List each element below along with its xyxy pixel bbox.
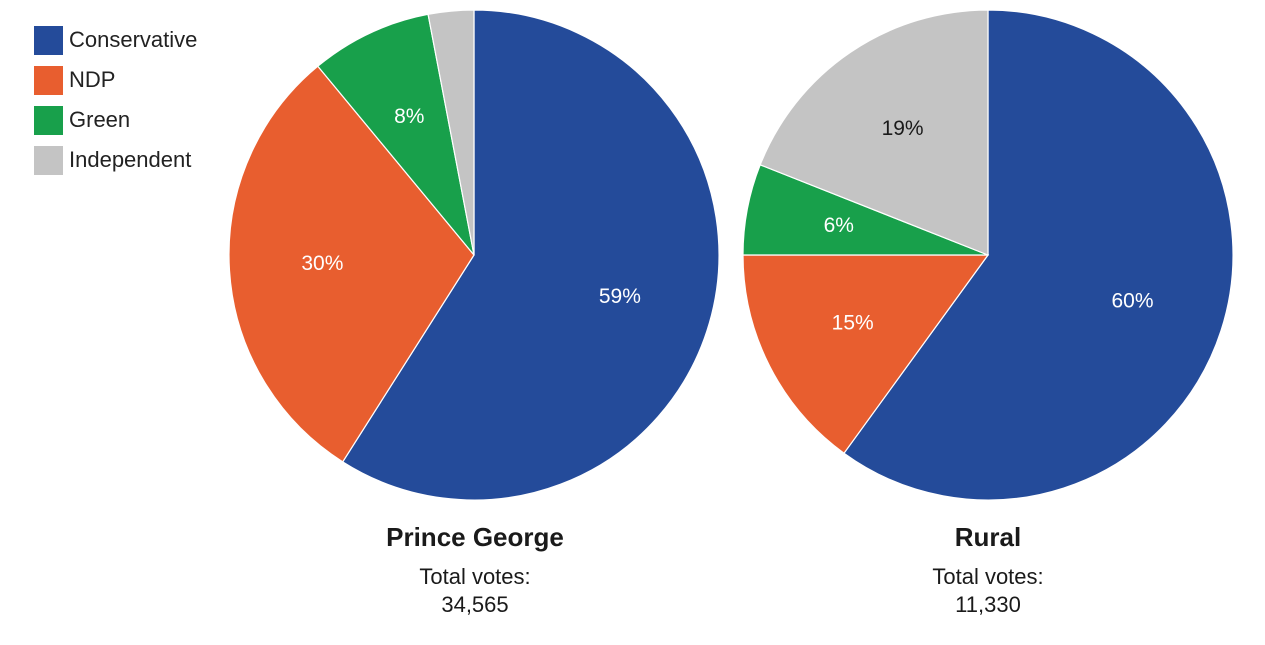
slice-label-ndp: 30% xyxy=(301,252,343,275)
pie-slice-ndp xyxy=(228,65,475,463)
legend-item-independent: Independent xyxy=(34,140,197,180)
pie-title: Prince George xyxy=(386,522,564,552)
pie-slice-green xyxy=(316,13,475,256)
slice-label-ndp: 15% xyxy=(832,312,874,335)
legend-item-green: Green xyxy=(34,100,197,140)
pie-slice-conservative xyxy=(843,9,1234,501)
slice-label-green: 8% xyxy=(394,105,424,128)
slice-label-conservative: 59% xyxy=(599,285,641,308)
legend-swatch-conservative xyxy=(34,25,63,55)
pie-slice-conservative xyxy=(341,9,720,501)
total-votes-label: Total votes: xyxy=(932,564,1044,589)
slice-label-green: 6% xyxy=(824,214,854,237)
total-votes-label: Total votes: xyxy=(419,564,531,589)
slice-label-independent: 19% xyxy=(882,117,924,140)
slice-label-conservative: 60% xyxy=(1111,289,1153,312)
pie-slice-ndp xyxy=(742,254,990,455)
legend-item-conservative: Conservative xyxy=(34,20,197,60)
legend-swatch-green xyxy=(34,105,63,135)
pie-slice-independent xyxy=(759,9,989,256)
legend-swatch-independent xyxy=(34,145,63,175)
legend: Conservative NDP Green Independent xyxy=(34,20,197,180)
total-votes-value: 11,330 xyxy=(955,592,1021,617)
legend-label: Conservative xyxy=(69,27,198,52)
legend-item-ndp: NDP xyxy=(34,60,197,100)
legend-swatch-ndp xyxy=(34,65,63,95)
pie-caption-rural: Rural Total votes: 11,330 xyxy=(838,522,1138,619)
pie-caption-prince-george: Prince George Total votes: 34,565 xyxy=(325,522,625,619)
pie-slice-independent xyxy=(427,9,475,256)
legend-label: NDP xyxy=(69,67,116,92)
legend-label: Independent xyxy=(69,147,192,172)
legend-label: Green xyxy=(69,107,131,132)
pie-title: Rural xyxy=(954,522,1022,552)
total-votes-value: 34,565 xyxy=(441,592,509,617)
pie-chart-rural: 60% 15% 6% 19% xyxy=(742,9,1234,501)
pie-chart-prince-george: 59% 30% 8% xyxy=(228,9,720,501)
